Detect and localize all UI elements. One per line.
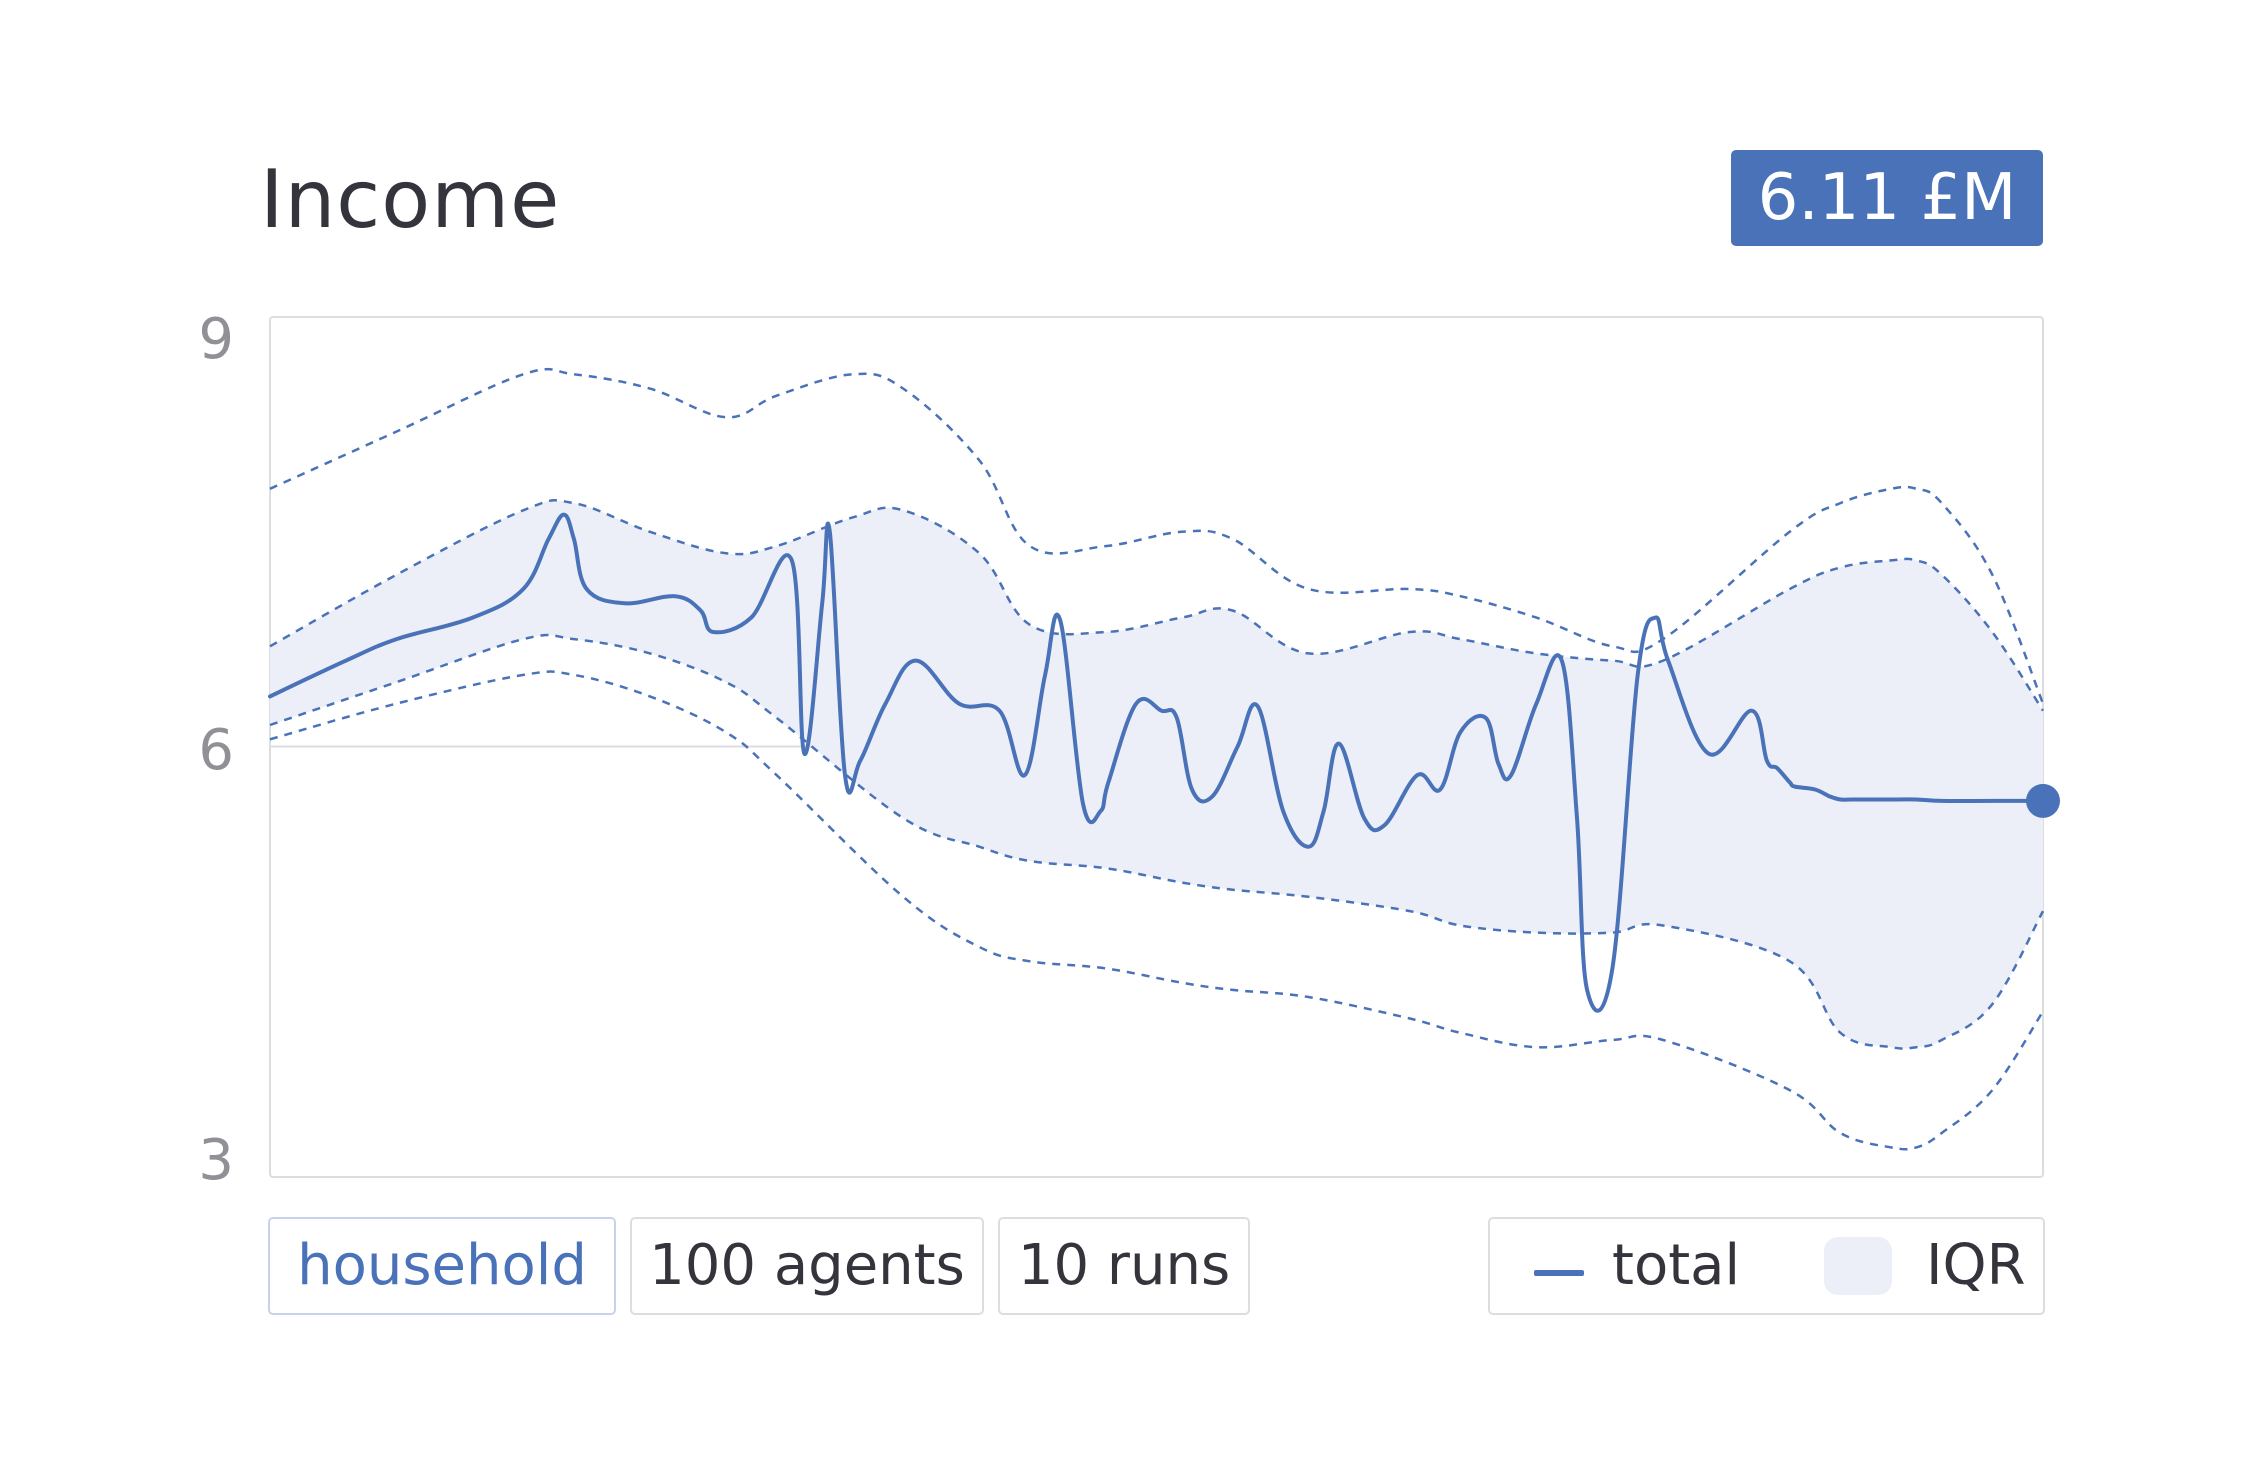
percentile-band-line-upper-outer (269, 367, 2045, 705)
chart-title: Income (260, 153, 561, 246)
y-tick-label: 6 (198, 718, 234, 783)
percentile-band-line-lower-inner (269, 633, 2045, 1050)
legend-line-swatch (1534, 1270, 1584, 1276)
iqr-band (270, 500, 2043, 1049)
last-value-point (2026, 783, 2060, 818)
percentile-band-line-lower-outer (269, 670, 2045, 1151)
legend-band-swatch (1824, 1237, 1892, 1295)
group-filter-button[interactable]: household (268, 1217, 616, 1315)
current-value-badge: 6.11 £M (1731, 150, 2043, 246)
y-tick-label: 3 (198, 1128, 234, 1193)
legend-iqr-label: IQR (1926, 1233, 2026, 1298)
total-series-line (268, 512, 2045, 1013)
runs-filter-button[interactable]: 10 runs (998, 1217, 1250, 1315)
y-tick-label: 9 (198, 307, 234, 372)
chart-legend: total IQR (1488, 1217, 2045, 1315)
agents-filter-button[interactable]: 100 agents (630, 1217, 984, 1315)
legend-total-label: total (1612, 1233, 1741, 1298)
